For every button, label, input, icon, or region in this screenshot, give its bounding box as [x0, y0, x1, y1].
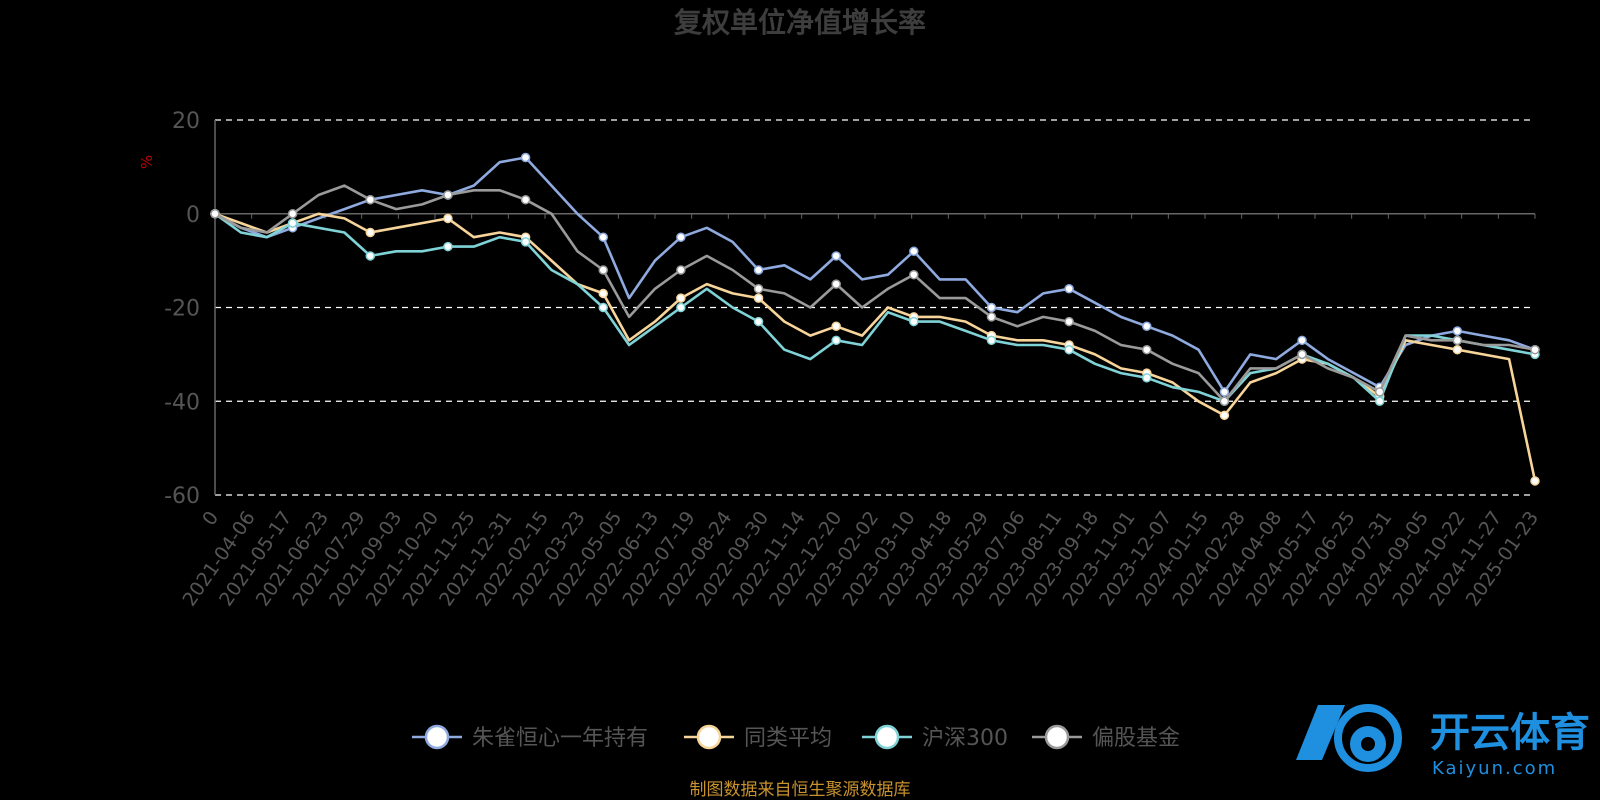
series-point	[210, 209, 220, 219]
series-point	[443, 241, 453, 252]
series-3	[210, 184, 1540, 406]
series-point	[1530, 476, 1540, 486]
series-point	[909, 269, 919, 280]
legend-label: 同类平均	[744, 726, 832, 751]
series-point	[986, 312, 997, 322]
legend-item[interactable]: 沪深300	[862, 724, 1008, 751]
series-point	[753, 316, 764, 327]
legend-marker	[424, 724, 450, 750]
series-point	[1297, 335, 1307, 346]
series-point	[909, 246, 919, 256]
x-ticks: 02021-04-062021-05-172021-06-232021-07-2…	[178, 213, 1543, 610]
series-line	[214, 156, 1536, 394]
legend-item[interactable]: 朱雀恒心一年持有	[412, 724, 648, 751]
series-point	[598, 265, 608, 275]
series-0	[210, 152, 1540, 397]
series-point	[1219, 396, 1230, 406]
watermark-en: Kaiyun.com	[1432, 758, 1557, 779]
series-point	[986, 335, 997, 346]
series-point	[1452, 326, 1463, 336]
series-point	[1374, 387, 1385, 397]
kaiyun-logo-icon	[1296, 704, 1402, 772]
series-point	[676, 265, 686, 275]
series-point	[753, 293, 764, 303]
y-tick-label: -60	[164, 484, 200, 509]
legend-label: 沪深300	[922, 726, 1008, 751]
series-group	[210, 152, 1540, 486]
series-point	[365, 194, 376, 205]
series-point	[909, 316, 919, 327]
source-note: 制图数据来自恒生聚源数据库	[690, 780, 911, 800]
series-line	[214, 212, 1537, 482]
y-tick-label: 20	[172, 109, 200, 134]
series-point	[520, 237, 531, 247]
y-tick-label: 0	[186, 203, 200, 228]
series-point	[831, 335, 841, 346]
series-point	[598, 302, 608, 313]
legend-label: 偏股基金	[1092, 726, 1180, 751]
series-point	[1374, 396, 1385, 406]
y-tick-label: -40	[164, 390, 200, 415]
series-point	[986, 302, 997, 313]
series-point	[753, 284, 764, 294]
series-point	[1064, 344, 1074, 355]
series-point	[831, 321, 841, 331]
series-point	[520, 152, 531, 163]
legend-label: 朱雀恒心一年持有	[472, 726, 648, 751]
series-2	[210, 209, 1540, 406]
series-point	[1142, 344, 1152, 355]
legend-marker	[696, 724, 722, 750]
series-point	[1064, 316, 1074, 327]
chart-title: 复权单位净值增长率	[674, 6, 926, 39]
series-line	[214, 184, 1536, 403]
series-point	[443, 213, 453, 224]
series-point	[1530, 344, 1540, 355]
series-point	[676, 302, 686, 313]
legend: 朱雀恒心一年持有 同类平均 沪深300 偏股基金	[412, 724, 1180, 751]
legend-item[interactable]: 偏股基金	[1032, 724, 1180, 751]
series-point	[1452, 344, 1463, 355]
series-point	[598, 232, 608, 242]
series-point	[1297, 349, 1307, 360]
series-point	[520, 194, 531, 205]
series-point	[287, 218, 298, 228]
y-axis-label: %	[138, 155, 156, 169]
series-point	[831, 279, 841, 289]
series-point	[1064, 284, 1074, 294]
y-tick-label: -20	[164, 297, 200, 322]
series-point	[676, 232, 686, 242]
series-point	[365, 251, 376, 261]
x-tick-label: 0	[198, 507, 223, 530]
series-point	[676, 293, 686, 303]
series-line	[214, 212, 1536, 403]
series-point	[831, 251, 841, 261]
series-point	[443, 190, 453, 200]
legend-item[interactable]: 同类平均	[684, 724, 832, 751]
series-point	[1219, 410, 1230, 421]
series-point	[287, 209, 298, 219]
watermark-cn: 开云体育	[1430, 710, 1590, 756]
series-point	[753, 265, 764, 275]
series-point	[1219, 387, 1230, 397]
legend-marker	[1044, 724, 1070, 750]
series-point	[1452, 335, 1463, 346]
watermark-logo: 开云体育 Kaiyun.com	[1296, 704, 1590, 779]
series-point	[365, 227, 376, 238]
legend-marker	[874, 724, 900, 750]
grid-lines	[215, 119, 1535, 496]
series-point	[1142, 321, 1152, 331]
y-ticks: 20 0 -20 -40 -60	[164, 109, 200, 509]
series-point	[598, 288, 608, 299]
series-point	[1142, 373, 1152, 383]
